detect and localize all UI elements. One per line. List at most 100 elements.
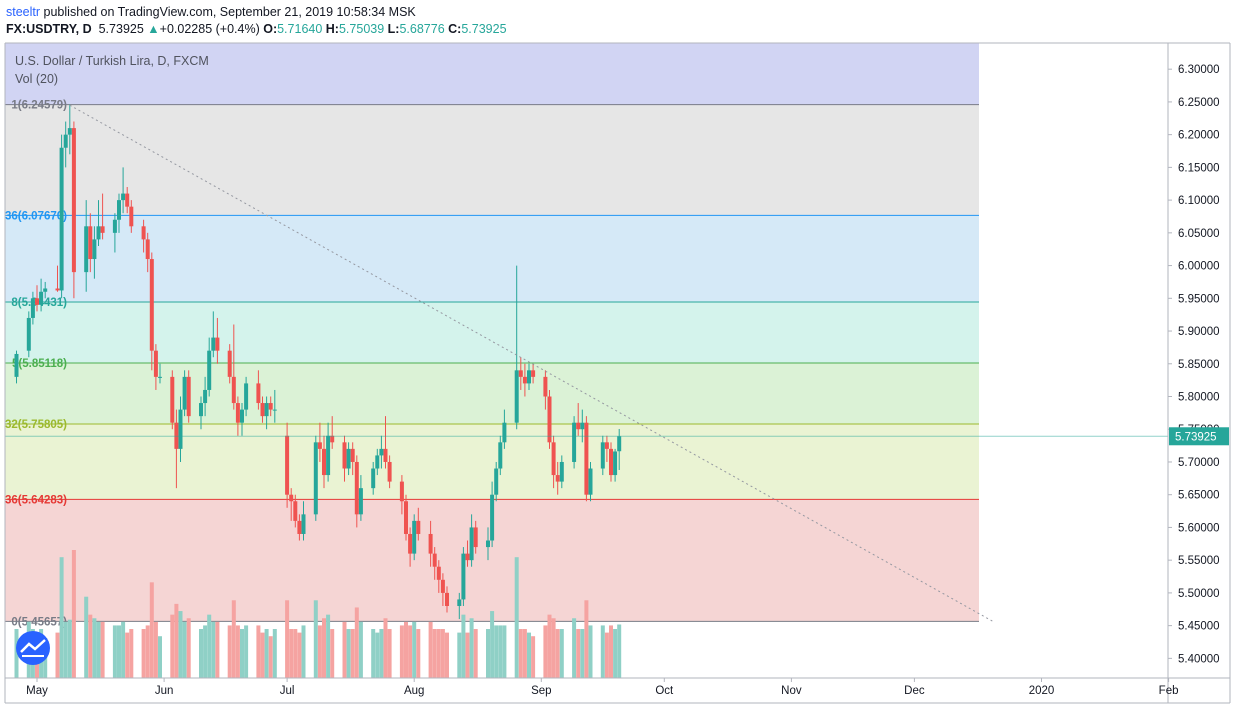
change-value: +0.02285 (+0.4%) [159, 22, 260, 36]
price-tick-label: 6.15000 [1178, 162, 1220, 174]
fib-band [5, 215, 979, 303]
volume-bar [285, 600, 290, 678]
candle-body [518, 370, 523, 377]
volume-bar [576, 629, 581, 678]
high-value: 5.75039 [338, 22, 385, 36]
volume-bar [240, 629, 244, 678]
volume-bar [572, 618, 577, 678]
volume-bar [580, 629, 585, 678]
volume-bar [445, 632, 449, 678]
price-tick-label: 6.20000 [1178, 130, 1220, 142]
volume-bars [14, 550, 622, 678]
volume-bar [121, 621, 126, 678]
candle-body [125, 193, 130, 207]
candle-body [199, 403, 203, 417]
candle-body [522, 376, 527, 384]
fib-band [5, 104, 979, 216]
candle-body [117, 200, 121, 220]
candle-body [158, 376, 162, 378]
candle-body [326, 435, 331, 476]
candle-body [301, 514, 306, 534]
volume-bar [350, 629, 355, 678]
volume-bar [100, 621, 105, 678]
volume-bar [375, 632, 380, 678]
volume-bar [358, 621, 363, 678]
volume-bar [272, 629, 277, 678]
published-text: published on TradingView.com, September … [43, 5, 416, 19]
candle-body [572, 422, 577, 462]
candle-body [63, 134, 68, 148]
fib-band [5, 363, 979, 424]
candle-body [55, 288, 60, 291]
candle-body [494, 468, 499, 495]
price-tick-label: 6.05000 [1178, 228, 1220, 240]
time-tick-label: May [26, 685, 48, 697]
volume-bar [88, 614, 93, 678]
volume-bar [432, 629, 437, 678]
volume-bar [342, 621, 347, 678]
candle-body [35, 298, 39, 305]
price-tick-label: 5.40000 [1178, 653, 1220, 665]
candle-body [457, 599, 462, 606]
candle-body [88, 226, 93, 260]
volume-bar [112, 625, 117, 678]
candle-body [141, 226, 146, 240]
high-label: H: [325, 22, 339, 36]
candle-body [584, 422, 589, 495]
volume-bar [55, 632, 60, 678]
time-tick-label: Jul [280, 685, 295, 697]
volume-bar [59, 557, 64, 678]
candle-body [617, 436, 622, 452]
volume-bar [14, 629, 19, 678]
trendline[interactable] [69, 104, 993, 622]
volume-bar [604, 632, 609, 678]
volume-bar [490, 611, 495, 678]
volume-bar [92, 618, 97, 678]
author-link[interactable]: steeltr [6, 5, 41, 19]
volume-bar [613, 629, 618, 678]
volume-bar [486, 629, 490, 678]
volume-bar [289, 629, 294, 678]
candle-body [112, 219, 117, 233]
candle-body [461, 553, 466, 600]
volume-bar [428, 621, 433, 678]
time-axis[interactable]: May Jun Jul Aug Sep Oct Nov Dec 2020 Feb [26, 678, 1179, 697]
candle-body [293, 501, 298, 521]
volume-bar [96, 621, 101, 678]
volume-bar [199, 629, 203, 678]
volume-bar [125, 632, 130, 678]
volume-bar [211, 621, 216, 678]
fib-band-top [5, 43, 979, 105]
price-axis[interactable]: 6.30000 6.25000 6.20000 6.15000 6.10000 6.050… [1168, 64, 1220, 665]
volume-bar [260, 632, 265, 678]
volume-bar [158, 636, 162, 678]
candle-body [67, 128, 72, 135]
volume-bar [399, 625, 404, 678]
volume-bar [268, 636, 273, 678]
volume-legend: Vol (20) [15, 72, 58, 86]
candle-body [285, 435, 290, 495]
price-tick-label: 5.85000 [1178, 359, 1220, 371]
candle-body [559, 461, 564, 482]
candle-body [375, 455, 380, 469]
volume-bar [293, 629, 298, 678]
candle-body [256, 383, 261, 404]
volume-bar [141, 629, 146, 678]
close-label: C: [448, 22, 462, 36]
volume-bar [461, 614, 466, 678]
candle-body [371, 468, 376, 489]
volume-bar [264, 629, 269, 678]
candle-body [358, 488, 363, 515]
volume-bar [207, 614, 212, 678]
volume-bar [170, 614, 175, 678]
candle-body [26, 317, 31, 351]
candle-body [342, 442, 347, 469]
candle-body [96, 226, 101, 240]
volume-bar [149, 582, 154, 678]
tradingview-logo-icon[interactable] [16, 631, 50, 665]
last-price-label: 5.73925 [1175, 431, 1217, 443]
candle-body [432, 553, 437, 567]
candle-body [490, 494, 495, 541]
volume-bar [494, 625, 499, 678]
